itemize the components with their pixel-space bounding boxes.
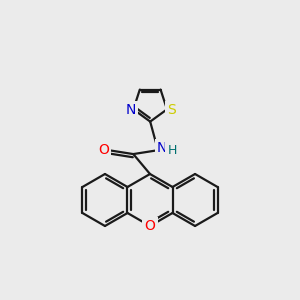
Text: O: O xyxy=(98,143,109,157)
Text: O: O xyxy=(145,219,155,233)
Text: H: H xyxy=(167,144,177,157)
Text: N: N xyxy=(157,141,167,155)
Text: N: N xyxy=(125,103,136,117)
Text: S: S xyxy=(167,103,176,117)
